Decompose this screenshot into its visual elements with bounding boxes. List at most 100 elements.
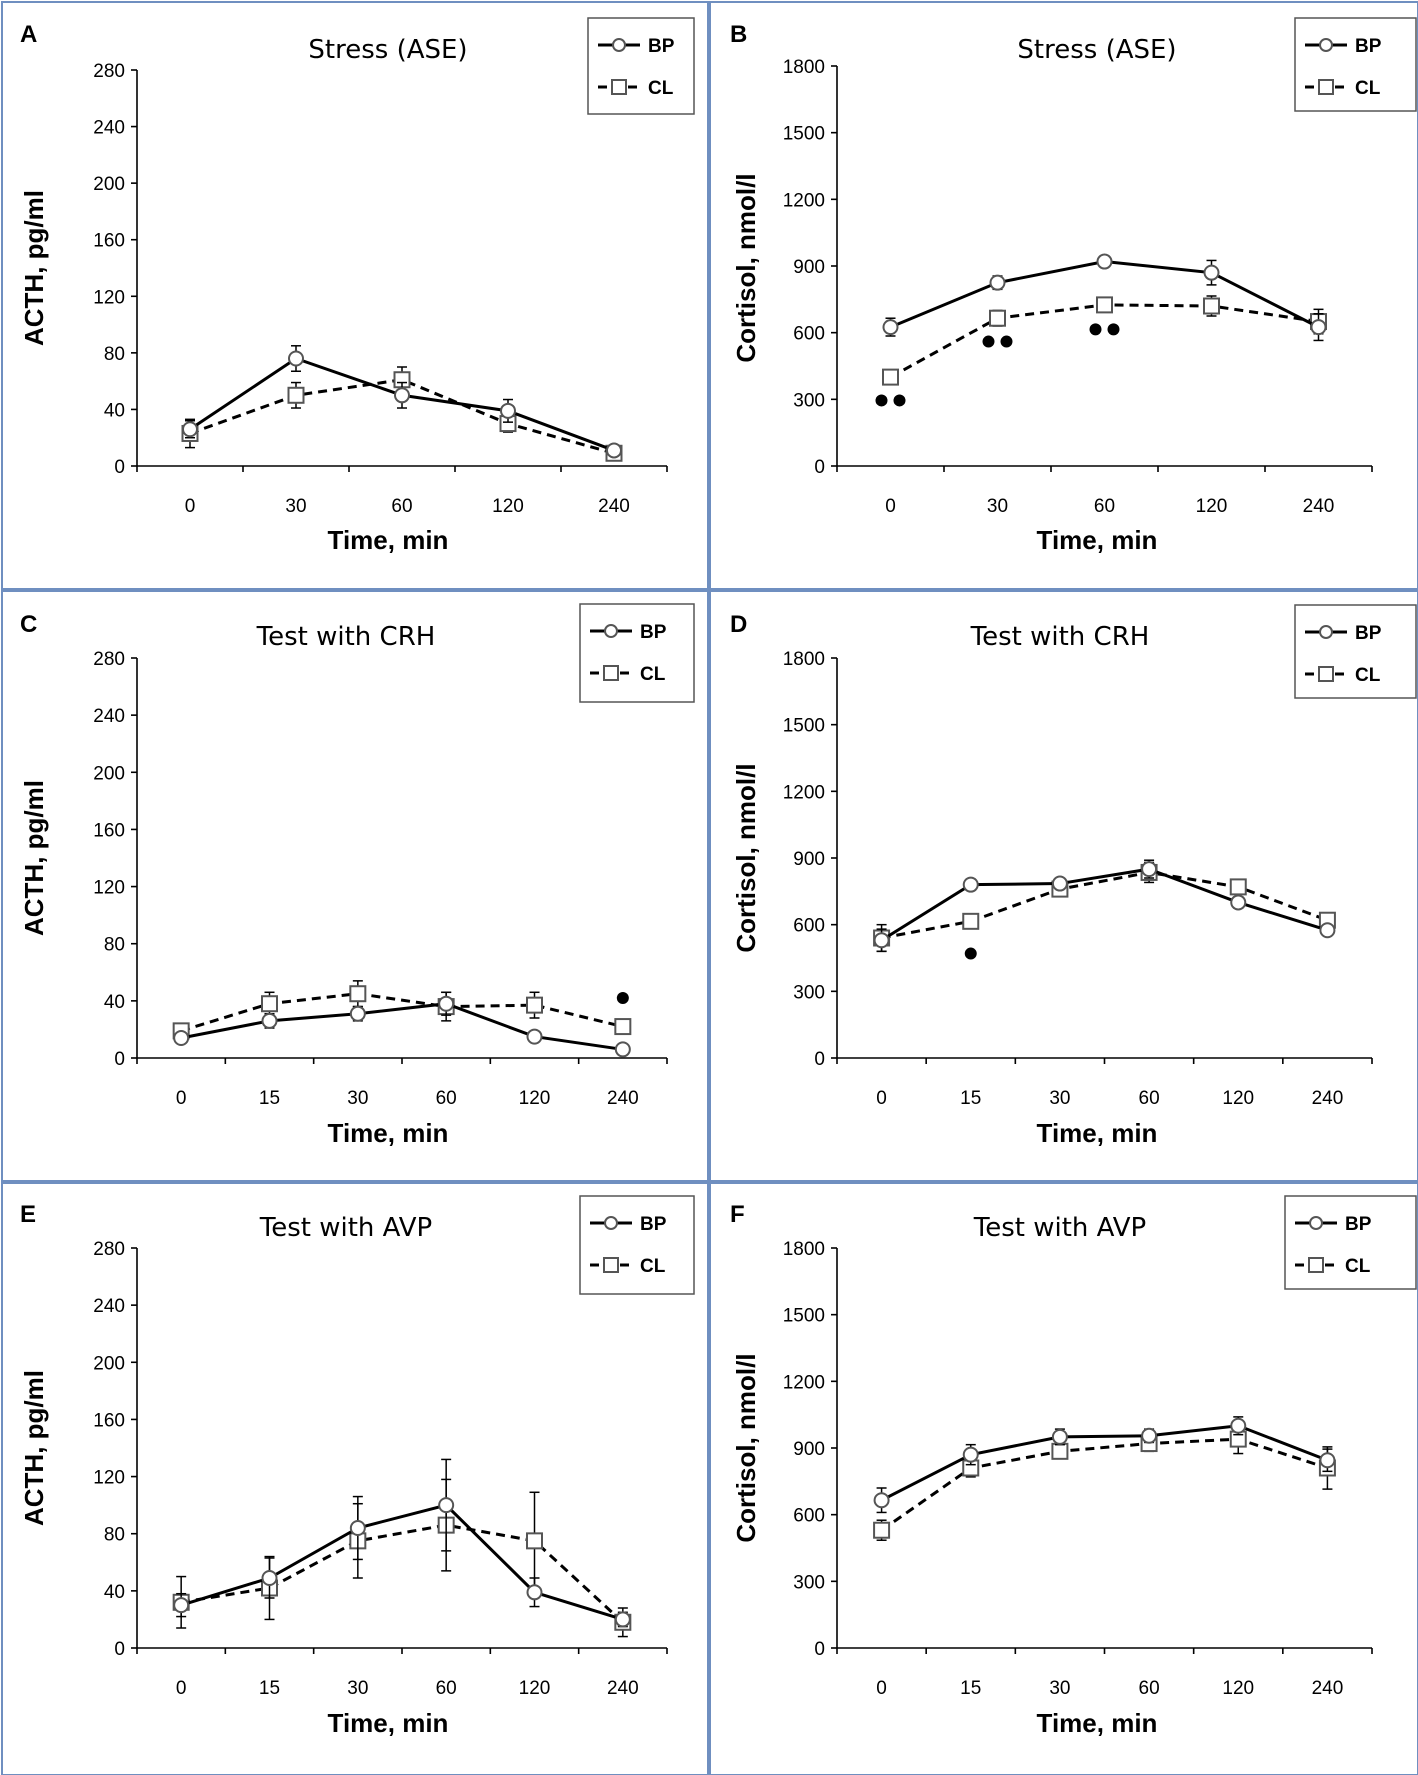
y-tick-label: 0: [114, 1049, 125, 1070]
y-tick-label: 120: [93, 287, 125, 308]
legend-bp-label: BP: [1355, 36, 1382, 57]
x-tick-label: 0: [176, 1088, 187, 1109]
y-tick-label: 280: [93, 649, 125, 670]
legend-cl-label: CL: [1355, 78, 1381, 99]
y-tick-label: 0: [814, 1049, 825, 1070]
data-point: [288, 350, 304, 367]
significance-dot: [875, 394, 888, 407]
x-tick-label: 30: [285, 496, 306, 517]
legend: BP CL: [1284, 1195, 1417, 1290]
panel-e: E Test with AVP 0 40 80 120 160 200 240 280 0 15 30 6…: [1, 1182, 709, 1775]
data-point: [962, 876, 979, 893]
x-axis-title: Time, min: [1037, 1708, 1158, 1738]
legend-cl-marker: [1318, 666, 1334, 682]
x-axis-title: Time, min: [328, 1118, 449, 1148]
significance-dot: [1089, 323, 1102, 336]
data-point: [526, 1532, 543, 1550]
legend-cl-label: CL: [648, 78, 674, 99]
legend-bp-marker: [612, 38, 626, 52]
x-tick-label: 15: [960, 1678, 981, 1699]
y-tick-label: 240: [93, 1296, 125, 1317]
data-point: [438, 995, 455, 1012]
series-cl: [181, 366, 623, 462]
x-tick-label: 60: [436, 1088, 457, 1109]
x-tick-label: 0: [876, 1088, 887, 1109]
data-point: [1051, 1442, 1069, 1460]
legend-box: [1284, 1195, 1417, 1290]
chart-title: Test with CRH: [256, 622, 436, 652]
y-axis-title: Cortisol, nmol/l: [731, 763, 761, 952]
data-point: [614, 1041, 631, 1058]
series-line: [180, 992, 624, 1033]
data-point: [614, 1611, 631, 1628]
series-bp: [182, 345, 622, 459]
y-tick-label: 240: [93, 118, 125, 139]
x-tick-label: 240: [1312, 1678, 1344, 1699]
data-point: [526, 1584, 543, 1601]
panel-letter: F: [730, 1201, 745, 1228]
data-point: [1319, 1452, 1336, 1469]
legend: BP CL: [579, 1195, 695, 1295]
data-point: [962, 912, 980, 930]
y-tick-label: 80: [104, 1525, 125, 1546]
data-point: [882, 368, 899, 386]
x-tick-label: 120: [519, 1088, 551, 1109]
panel-letter: B: [730, 21, 747, 48]
data-point: [1051, 1428, 1068, 1445]
legend-bp-marker: [604, 1216, 618, 1230]
legend-box: [579, 603, 695, 703]
y-axis-title: Cortisol, nmol/l: [731, 1353, 761, 1542]
y-tick-label: 160: [93, 820, 125, 841]
data-point: [1203, 297, 1220, 315]
y-tick-label: 900: [793, 1439, 825, 1460]
legend-cl-label: CL: [1345, 1256, 1371, 1277]
y-tick-label: 1500: [783, 716, 825, 737]
y-tick-label: 280: [93, 1239, 125, 1260]
x-axis-title: Time, min: [1037, 525, 1158, 555]
data-point: [394, 387, 410, 404]
legend-bp-label: BP: [640, 1214, 667, 1235]
panel-letter: E: [20, 1201, 36, 1228]
x-tick-label: 240: [607, 1088, 639, 1109]
x-tick-label: 240: [1303, 496, 1335, 517]
x-tick-label: 30: [1049, 1088, 1070, 1109]
series-bp: [173, 991, 631, 1058]
x-tick-label: 0: [185, 496, 196, 517]
series-line: [889, 260, 1320, 329]
data-point: [873, 932, 890, 949]
y-tick-label: 200: [93, 174, 125, 195]
y-axis-title: ACTH, pg/ml: [19, 780, 49, 936]
y-tick-label: 280: [93, 61, 125, 82]
data-point: [261, 1570, 278, 1586]
legend-bp-label: BP: [1345, 1214, 1372, 1235]
data-point: [182, 421, 198, 438]
panel-border: [709, 1, 1418, 590]
significance-dot: [893, 394, 906, 407]
y-tick-label: 160: [93, 1410, 125, 1431]
legend-bp-marker: [604, 624, 618, 638]
data-point: [349, 1005, 366, 1022]
x-tick-label: 240: [598, 496, 630, 517]
data-point: [261, 1012, 278, 1029]
y-tick-label: 200: [93, 763, 125, 784]
legend-cl-marker: [603, 1257, 619, 1273]
y-tick-label: 0: [814, 457, 825, 478]
series-line: [880, 1437, 1328, 1532]
x-tick-label: 15: [259, 1088, 280, 1109]
y-tick-label: 600: [793, 916, 825, 937]
x-tick-label: 120: [519, 1678, 551, 1699]
legend-bp-label: BP: [640, 622, 667, 643]
legend-cl-label: CL: [640, 664, 666, 685]
series-line: [180, 1002, 624, 1051]
x-tick-label: 60: [436, 1678, 457, 1699]
y-tick-label: 240: [93, 706, 125, 727]
legend: BP CL: [1294, 17, 1417, 112]
y-tick-label: 0: [114, 457, 125, 478]
significance-dot: [1107, 323, 1120, 336]
y-tick-label: 40: [104, 992, 125, 1013]
data-point: [873, 1492, 890, 1509]
y-tick-label: 80: [104, 344, 125, 365]
legend-cl-marker: [1318, 79, 1334, 95]
data-point: [873, 1521, 891, 1539]
y-tick-label: 900: [793, 257, 825, 278]
